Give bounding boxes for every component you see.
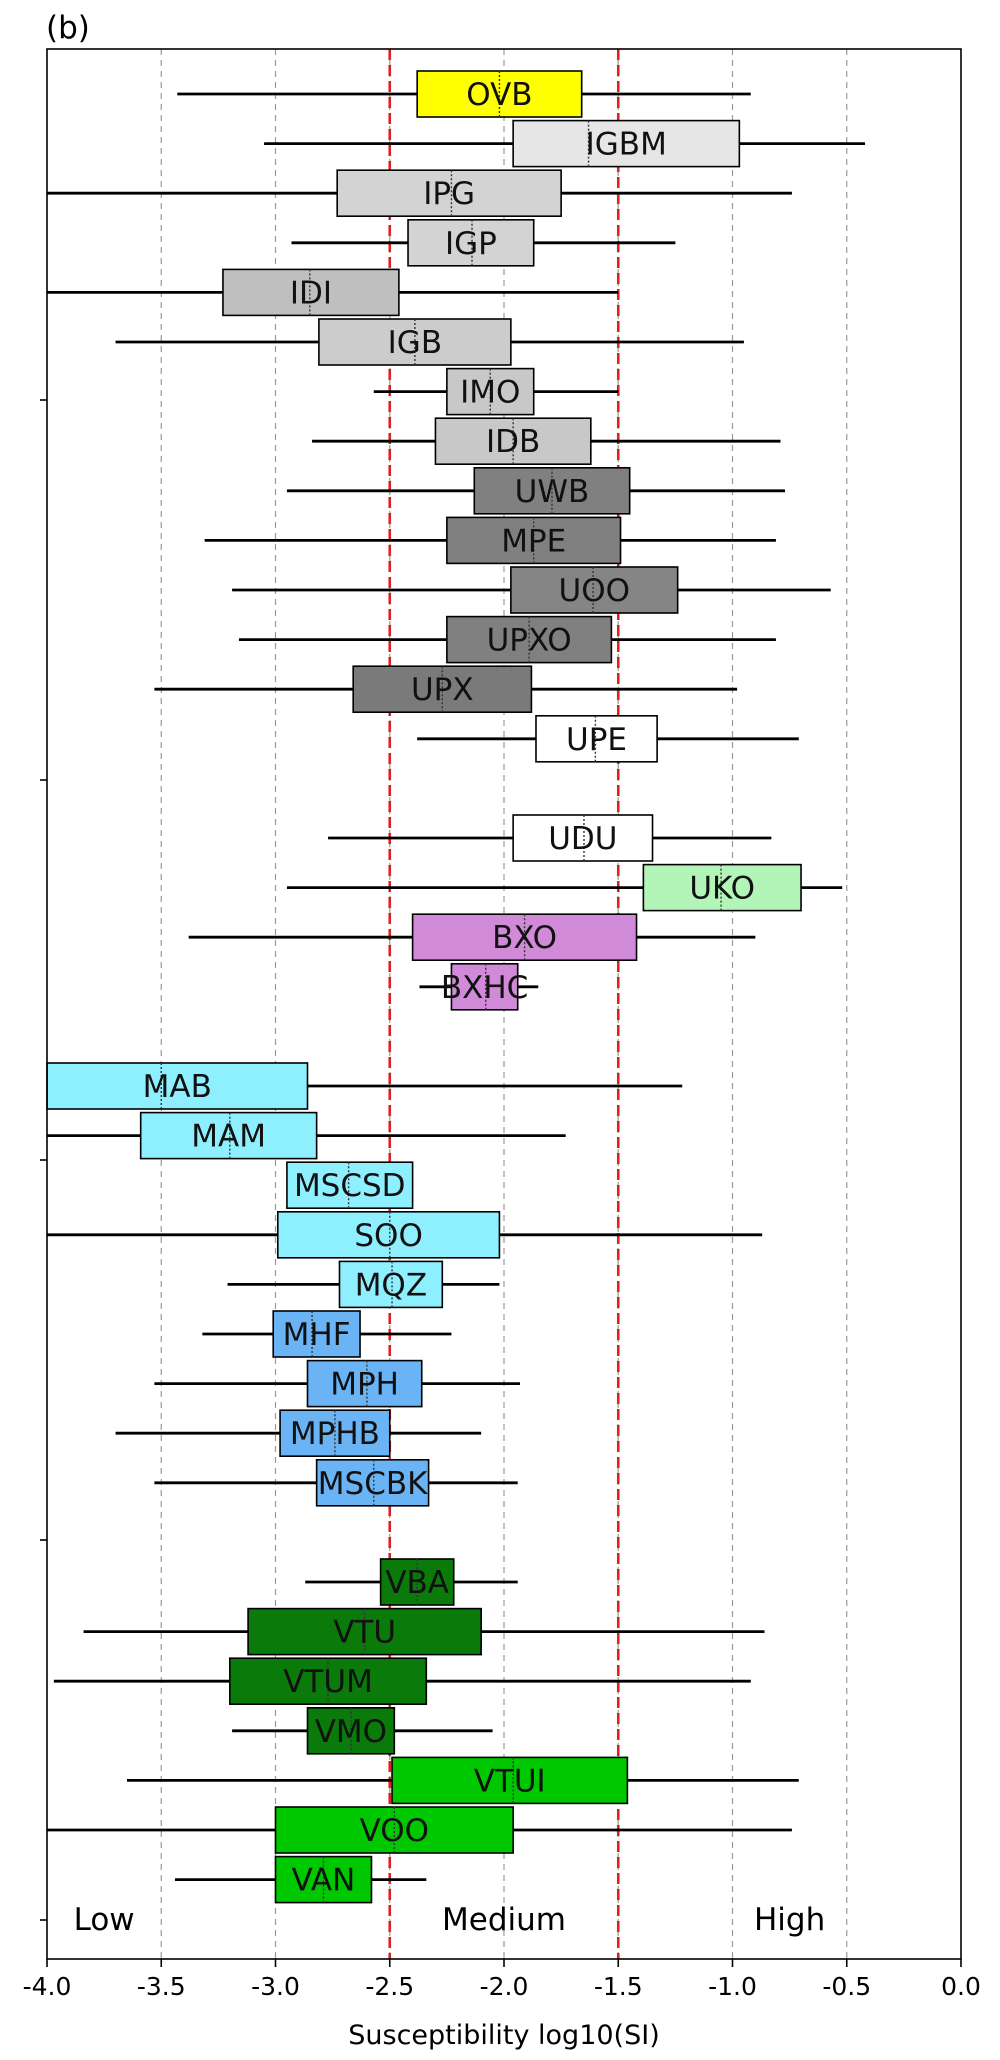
box-label-voo: VOO xyxy=(360,1813,429,1849)
box-label-igp: IGP xyxy=(445,226,497,262)
box-label-mab: MAB xyxy=(143,1069,212,1105)
box-mph xyxy=(306,1359,423,1408)
x-tick-label: -2.0 xyxy=(480,1972,529,2001)
box-imo xyxy=(446,367,535,416)
x-tick-label: -4.0 xyxy=(23,1972,72,2001)
x-tick-label: -1.5 xyxy=(594,1972,643,2001)
box-label-mscbk: MSCBK xyxy=(318,1466,428,1502)
box-label-igbm: IGBM xyxy=(586,127,667,163)
box-label-upxo: UPXO xyxy=(487,623,572,659)
box-soo xyxy=(276,1211,501,1259)
x-tick-label: -2.5 xyxy=(365,1972,414,2001)
zone-label-high: High xyxy=(754,1902,825,1938)
box-upxo xyxy=(446,615,613,664)
box-idi xyxy=(222,268,400,317)
x-tick-label: -1.0 xyxy=(708,1972,757,2001)
box-mscsd xyxy=(286,1161,414,1209)
box-label-vba: VBA xyxy=(385,1565,449,1601)
box-udu xyxy=(512,814,654,862)
box-mscbk xyxy=(315,1459,430,1507)
box-label-vtui: VTUI xyxy=(474,1763,546,1799)
box-label-idb: IDB xyxy=(486,424,540,460)
box-label-bxhc: BXHC xyxy=(441,970,528,1006)
box-upx xyxy=(352,665,533,714)
x-tick-label: -0.5 xyxy=(822,1972,871,2001)
box-label-upx: UPX xyxy=(411,672,474,708)
box-label-uoo: UOO xyxy=(559,573,631,609)
box-igbm xyxy=(512,119,741,168)
zone-label-medium: Medium xyxy=(442,1902,566,1938)
zone-label-low: Low xyxy=(74,1902,135,1938)
box-label-udu: UDU xyxy=(548,821,617,857)
box-uko xyxy=(642,863,802,912)
box-uoo xyxy=(510,566,679,614)
box-igb xyxy=(318,318,512,366)
box-label-ipg: IPG xyxy=(423,176,475,212)
box-label-idi: IDI xyxy=(290,275,332,311)
x-tick-label: -3.5 xyxy=(137,1972,186,2001)
box-label-mphb: MPHB xyxy=(290,1416,380,1452)
box-label-mscsd: MSCSD xyxy=(294,1168,406,1204)
box-mab xyxy=(46,1062,309,1110)
x-axis-title: Susceptibility log10(SI) xyxy=(348,2020,659,2051)
box-mam xyxy=(139,1111,318,1160)
box-label-bxo: BXO xyxy=(492,920,557,956)
box-label-mpe: MPE xyxy=(501,523,566,559)
box-label-mam: MAM xyxy=(191,1119,266,1155)
box-label-vmo: VMO xyxy=(315,1714,387,1750)
box-label-vtum: VTUM xyxy=(283,1664,373,1700)
box-labels: OVB IGBM IPG IGP IDI IGB IMO IDB UWB MPE UOO UPXO UP… xyxy=(143,77,755,1899)
x-tick-label: -3.0 xyxy=(251,1972,300,2001)
box-label-igb: IGB xyxy=(388,325,442,361)
box-vtui xyxy=(391,1756,629,1805)
box-label-mph: MPH xyxy=(330,1367,399,1403)
box-ipg xyxy=(336,169,562,217)
box-igp xyxy=(407,219,535,267)
box-label-van: VAN xyxy=(292,1863,356,1899)
x-tick-label: 0.0 xyxy=(941,1972,981,2001)
box-label-uko: UKO xyxy=(689,871,755,907)
box-mqz xyxy=(338,1260,444,1309)
y-axis-ticks xyxy=(40,399,47,1921)
box-bxhc xyxy=(450,962,519,1011)
boxes xyxy=(46,70,802,1904)
x-axis: -4.0 -3.5 -3.0 -2.5 -2.0 -1.5 -1.0 -0.5 0.0 xyxy=(23,1959,981,2001)
box-label-imo: IMO xyxy=(460,375,520,411)
box-label-uwb: UWB xyxy=(515,474,590,510)
box-label-vtu: VTU xyxy=(333,1615,396,1651)
box-label-ovb: OVB xyxy=(466,77,532,113)
zone-labels: Low Medium High xyxy=(74,1902,826,1938)
box-uwb xyxy=(473,466,631,515)
box-upe xyxy=(535,714,658,763)
box-label-mqz: MQZ xyxy=(355,1267,427,1303)
box-label-soo: SOO xyxy=(354,1218,422,1254)
panel-label: (b) xyxy=(46,10,90,46)
box-label-upe: UPE xyxy=(566,722,627,758)
box-label-mhf: MHF xyxy=(283,1317,351,1353)
box-mhf xyxy=(272,1310,361,1358)
box-mpe xyxy=(446,516,622,565)
box-ovb xyxy=(416,70,583,118)
box-idb xyxy=(434,417,592,466)
